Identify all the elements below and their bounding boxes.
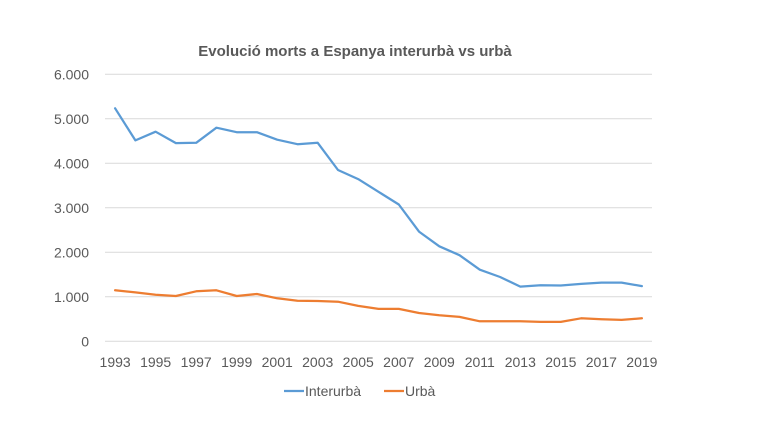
x-tick-label: 2013 [505,354,536,370]
x-axis-tick-labels: 1993 1995 1997 1999 2001 2003 2005 2007 2009 2011… [100,354,658,370]
x-tick-label: 2015 [545,354,576,370]
x-tick-label: 2003 [302,354,333,370]
x-tick-label: 2001 [262,354,293,370]
x-tick-label: 2011 [465,354,495,370]
y-tick-label: 6.000 [54,66,89,82]
legend: Interurbà Urbà [284,383,436,399]
x-tick-label: 1997 [181,354,212,370]
x-tick-label: 1999 [221,354,252,370]
gridlines [105,73,652,342]
legend-item: Interurbà [284,383,361,399]
legend-item: Urbà [384,383,436,399]
x-tick-label: 1993 [100,354,131,370]
x-tick-label: 2017 [586,354,617,370]
series-lines [113,107,644,324]
x-tick-label: 2009 [424,354,455,370]
chart-title: Evolució morts a Espanya interurbà vs ur… [198,43,512,60]
y-tick-label: 3.000 [54,200,89,216]
legend-label: Urbà [405,383,436,399]
legend-label: Interurbà [305,383,361,399]
y-tick-label: 0 [81,333,89,349]
x-tick-label: 2007 [383,354,414,370]
x-tick-label: 2019 [626,354,657,370]
series-line-urb- [113,289,644,324]
series-line-interurb- [113,107,644,288]
y-tick-label: 2.000 [54,244,89,260]
y-tick-label: 1.000 [54,289,89,305]
y-tick-label: 5.000 [54,111,89,127]
x-tick-label: 1995 [140,354,171,370]
x-tick-label: 2005 [343,354,374,370]
y-axis-tick-labels: 0 1.000 2.000 3.000 4.000 5.000 6.000 [54,66,89,349]
y-tick-label: 4.000 [54,155,89,171]
